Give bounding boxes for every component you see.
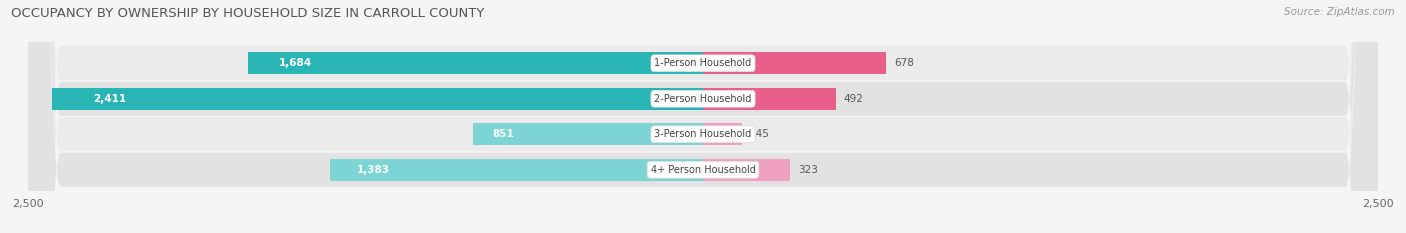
Bar [52,88,703,110]
Text: 3-Person Household: 3-Person Household [654,129,752,139]
Text: 1,684: 1,684 [280,58,312,68]
Bar [703,88,835,110]
Text: 851: 851 [494,129,515,139]
Text: 1-Person Household: 1-Person Household [654,58,752,68]
Text: 2,411: 2,411 [93,94,127,104]
FancyBboxPatch shape [28,0,1378,233]
Text: Source: ZipAtlas.com: Source: ZipAtlas.com [1284,7,1395,17]
Text: OCCUPANCY BY OWNERSHIP BY HOUSEHOLD SIZE IN CARROLL COUNTY: OCCUPANCY BY OWNERSHIP BY HOUSEHOLD SIZE… [11,7,485,20]
Bar [329,159,703,181]
Text: 2-Person Household: 2-Person Household [654,94,752,104]
FancyBboxPatch shape [28,0,1378,233]
Bar [249,52,703,74]
Text: 1,383: 1,383 [357,165,389,175]
Text: 145: 145 [751,129,770,139]
FancyBboxPatch shape [28,0,1378,233]
Bar [703,123,742,145]
Text: 492: 492 [844,94,863,104]
Text: 4+ Person Household: 4+ Person Household [651,165,755,175]
Bar [474,123,703,145]
Text: 678: 678 [894,58,914,68]
FancyBboxPatch shape [28,0,1378,233]
Text: 323: 323 [799,165,818,175]
Bar [703,159,790,181]
Bar [703,52,886,74]
